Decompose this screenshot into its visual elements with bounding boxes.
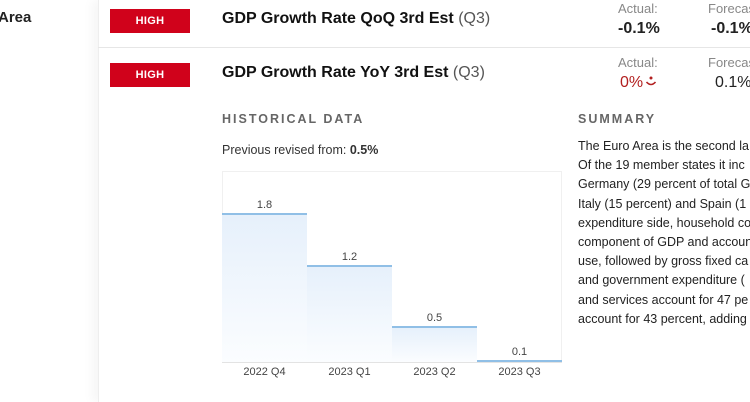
- summary-line: and services account for 47 pe: [578, 292, 749, 307]
- forecast-value: -0.1%: [711, 20, 750, 37]
- forecast-label: Forecas: [708, 55, 750, 70]
- x-axis: [222, 362, 562, 363]
- summary-line: and government expenditure (: [578, 273, 745, 288]
- summary-line: expenditure side, household co: [578, 215, 750, 230]
- historical-heading: HISTORICAL DATA: [222, 112, 365, 126]
- data-label: 0.5: [426, 311, 443, 324]
- x-tick-label: 2023 Q3: [498, 366, 541, 378]
- summary-line: Italy (15 percent) and Spain (1: [578, 196, 747, 211]
- impact-badge: HIGH: [110, 63, 190, 87]
- event-period: (Q3): [458, 10, 491, 27]
- bar: [392, 325, 477, 362]
- summary-line: use, followed by gross fixed ca: [578, 254, 749, 269]
- actual-value: 0%: [620, 74, 657, 92]
- calendar-panel: [98, 0, 750, 402]
- actual-label: Actual:: [618, 1, 658, 16]
- forecast-label: Forecas: [708, 1, 750, 16]
- x-tick-label: 2023 Q1: [328, 366, 371, 378]
- forecast-value: 0.1%: [715, 74, 750, 91]
- sidebar-title: Area: [0, 9, 32, 26]
- impact-badge: HIGH: [110, 9, 190, 33]
- event-title[interactable]: GDP Growth Rate QoQ 3rd Est (Q3): [222, 10, 490, 28]
- summary-line: The Euro Area is the second la: [578, 139, 749, 153]
- actual-text: 0%: [620, 74, 644, 92]
- data-label: 0.1: [511, 346, 528, 359]
- previous-value: 0.5%: [349, 143, 379, 157]
- previous-revised: Previous revised from: 0.5%: [222, 143, 378, 157]
- summary-line: component of GDP and accoun: [578, 235, 750, 250]
- data-label: 1.8: [256, 198, 273, 211]
- bar: [477, 360, 562, 363]
- x-tick-label: 2023 Q2: [413, 366, 456, 378]
- event-period: (Q3): [452, 64, 485, 81]
- summary-text: The Euro Area is the second la Of the 19…: [578, 137, 750, 329]
- previous-label: Previous revised from:: [222, 143, 347, 157]
- sidebar: Area: [0, 0, 98, 402]
- bar: [222, 212, 307, 362]
- bar: [307, 264, 392, 362]
- row-divider: [98, 47, 750, 48]
- summary-line: Germany (29 percent of total G: [578, 177, 750, 192]
- event-name: GDP Growth Rate QoQ 3rd Est: [222, 10, 454, 27]
- event-name: GDP Growth Rate YoY 3rd Est: [222, 64, 449, 81]
- data-label: 1.2: [341, 250, 358, 263]
- event-title[interactable]: GDP Growth Rate YoY 3rd Est (Q3): [222, 64, 485, 82]
- x-tick-label: 2022 Q4: [243, 366, 286, 378]
- summary-line: account for 43 percent, adding: [578, 311, 747, 326]
- actual-label: Actual:: [618, 55, 658, 70]
- summary-line: Of the 19 member states it inc: [578, 158, 745, 173]
- actual-value: -0.1%: [618, 20, 660, 37]
- summary-heading: SUMMARY: [578, 112, 657, 126]
- sad-face-icon: [645, 74, 657, 92]
